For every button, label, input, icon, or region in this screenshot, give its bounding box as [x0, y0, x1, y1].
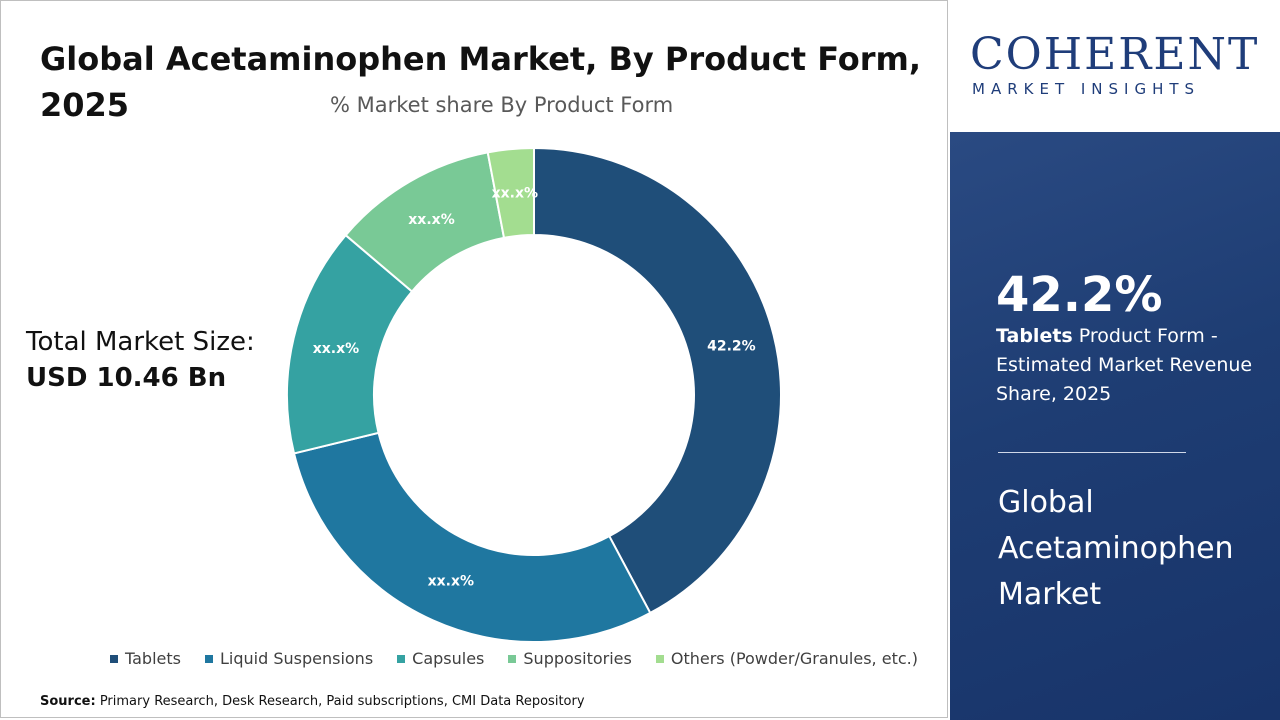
- chart-frame: [0, 0, 948, 718]
- legend-label: Others (Powder/Granules, etc.): [670, 649, 918, 668]
- highlight-text: Product Form - Estimated Market Revenue …: [996, 325, 1253, 405]
- legend-item-2: Liquid Suspensions: [204, 649, 374, 668]
- data-label-5: xx.x%: [492, 185, 538, 201]
- chart-title: Global Acetaminophen Market, By Product …: [40, 40, 922, 124]
- legend-item-4: Suppositories: [508, 649, 632, 668]
- highlight-description: Tablets Product Form - Estimated Market …: [996, 322, 1256, 409]
- donut-slice-1: [533, 146, 782, 615]
- market-name: Global Acetaminophen Market: [998, 485, 1234, 612]
- logo: COHERENT MARKET INSIGHTS: [950, 0, 1280, 132]
- chart-legend: Tablets Liquid Suspensions Capsules Supposi…: [110, 649, 918, 668]
- legend-label: Tablets: [125, 649, 181, 668]
- legend-swatch: [655, 654, 664, 663]
- right-panel: COHERENT MARKET INSIGHTS 42.2% Tablets P…: [950, 0, 1280, 720]
- chart-subtitle: % Market share By Product Form: [330, 93, 674, 117]
- legend-swatch: [204, 654, 213, 663]
- highlight-panel: 42.2% Tablets Product Form - Estimated M…: [950, 132, 1280, 720]
- legend-item-3: Capsules: [397, 649, 484, 668]
- donut-slice-5: [486, 146, 535, 240]
- legend-swatch: [397, 654, 406, 663]
- data-label-1: 42.2%: [707, 339, 756, 355]
- legend-swatch: [508, 654, 517, 663]
- donut-slice-2: [292, 431, 652, 643]
- panel-divider: [998, 452, 1186, 453]
- legend-label: Liquid Suspensions: [219, 649, 374, 668]
- legend-item-1: Tablets: [110, 649, 181, 668]
- source-note: Source: Primary Research, Desk Research,…: [40, 694, 585, 709]
- data-label-4: xx.x%: [408, 212, 454, 228]
- source-prefix: Source:: [40, 694, 96, 709]
- highlight-value: 42.2%: [996, 267, 1163, 323]
- legend-label: Capsules: [412, 649, 485, 668]
- source-text: Primary Research, Desk Research, Paid su…: [95, 694, 585, 709]
- legend-label: Suppositories: [523, 649, 632, 668]
- logo-tagline: MARKET INSIGHTS: [972, 80, 1201, 98]
- total-market-label: Total Market Size:: [26, 327, 255, 357]
- data-label-3: xx.x%: [313, 341, 359, 357]
- logo-wordmark: COHERENT: [970, 29, 1260, 80]
- total-market-size: Total Market Size: USD 10.46 Bn: [26, 325, 255, 397]
- total-market-value: USD 10.46 Bn: [26, 363, 227, 393]
- highlight-segment: Tablets: [996, 325, 1073, 347]
- data-label-2: xx.x%: [428, 574, 474, 590]
- legend-item-5: Others (Powder/Granules, etc.): [655, 649, 918, 668]
- donut-chart: 42.2% xx.x% xx.x% xx.x% xx.x%: [286, 146, 782, 643]
- legend-swatch: [110, 654, 118, 663]
